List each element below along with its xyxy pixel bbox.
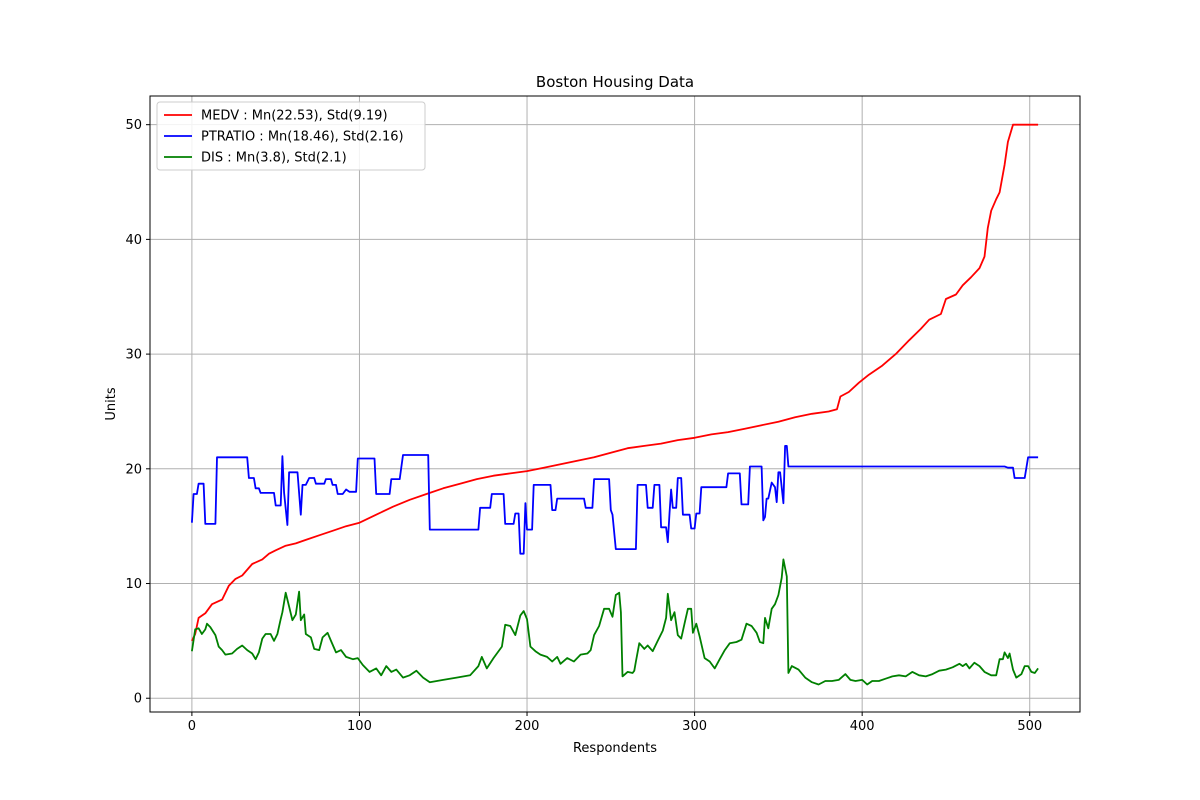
y-tick-label: 40 (125, 233, 142, 248)
y-tick-label: 0 (134, 692, 142, 707)
x-tick-label: 300 (682, 719, 707, 734)
y-axis-label: Units (104, 387, 119, 420)
y-tick-label: 30 (125, 348, 142, 363)
series-line-1 (191, 123, 1039, 642)
ticks: 0 100 200 300 400 500 0 10 20 30 40 50 (125, 118, 1042, 734)
x-tick-label: 400 (850, 719, 875, 734)
legend-box (156, 101, 426, 171)
legend-entry: MEDV : Mn(22.53), Std(9.19) (201, 109, 388, 124)
grid (150, 96, 1080, 712)
series-line-2 (191, 445, 1039, 555)
legend-entry: PTRATIO : Mn(18.46), Std(2.16) (201, 130, 404, 145)
x-tick-label: 100 (347, 719, 372, 734)
x-tick-label: 200 (515, 719, 540, 734)
x-tick-label: 0 (188, 719, 196, 734)
series-line-3 (191, 558, 1039, 686)
y-tick-label: 10 (125, 577, 142, 592)
x-tick-label: 500 (1017, 719, 1042, 734)
series-layer (191, 123, 1039, 686)
x-axis-label: Respondents (573, 741, 657, 756)
plot-frame (149, 95, 1081, 713)
legend: MEDV : Mn(22.53), Std(9.19) PTRATIO : Mn(… (156, 101, 426, 171)
legend-entry: DIS : Mn(3.8), Std(2.1) (201, 151, 347, 166)
y-tick-label: 20 (125, 462, 142, 477)
y-tick-label: 50 (125, 118, 142, 133)
chart-title: Boston Housing Data (536, 73, 694, 91)
